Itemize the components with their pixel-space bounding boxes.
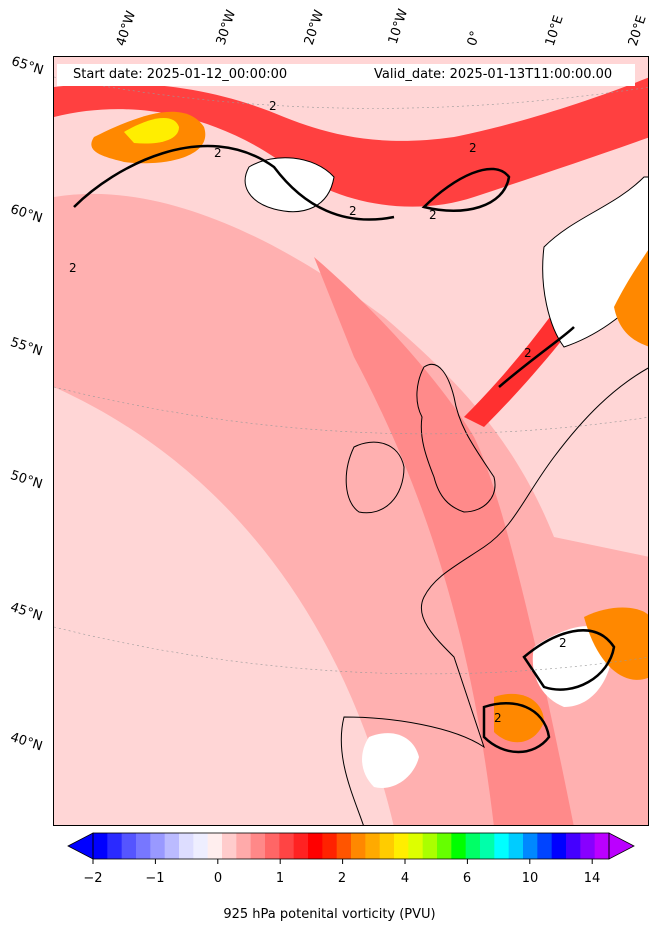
colorbar-title: 925 hPa potenital vorticity (PVU) <box>223 907 436 922</box>
colorbar-segment <box>308 833 323 859</box>
colorbar-segment <box>551 833 567 859</box>
pv-contour-med <box>482 702 551 754</box>
contour-label: 2 <box>469 141 477 155</box>
colorbar-segment <box>422 833 438 859</box>
graticule <box>54 626 648 675</box>
pv-band-strong <box>314 257 574 825</box>
iberia-plateau <box>362 733 419 788</box>
colorbar-segment <box>193 833 209 859</box>
colorbar-segment <box>566 833 581 859</box>
colorbar-segments <box>93 833 610 859</box>
colorbar-segment <box>351 833 366 859</box>
colorbar-segment <box>480 833 495 859</box>
colorbar-segment <box>265 833 280 859</box>
pv-contour-norway <box>498 326 575 388</box>
colorbar-tick-label: −2 <box>83 871 103 886</box>
colorbar-segment <box>494 833 510 859</box>
pv-hotspot-balkans <box>584 607 648 680</box>
colorbar-segment <box>121 833 137 859</box>
graticule <box>54 386 648 435</box>
ireland-coast <box>345 441 405 514</box>
colorbar-segment <box>250 833 266 859</box>
colorbar-segment <box>508 833 524 859</box>
colorbar-tick-label: 4 <box>400 871 410 886</box>
colorbar-segment <box>236 833 252 859</box>
colorbar-segment <box>322 833 338 859</box>
colorbar-segment <box>537 833 553 859</box>
colorbar-segment <box>394 833 409 859</box>
colorbar-segment <box>222 833 237 859</box>
colorbar-segment <box>293 833 309 859</box>
start-date-label: Start date: 2025-01-12_00:00:00 <box>73 67 288 82</box>
contour-label: 2 <box>69 261 77 275</box>
contour-label: 2 <box>559 636 567 650</box>
colorbar-segment <box>207 833 223 859</box>
map-panel: 2 2 2 2 2 2 2 2 2 <box>53 56 649 826</box>
alps-region <box>532 626 614 707</box>
contour-label: 2 <box>349 204 357 218</box>
contour-label: 2 <box>494 711 502 725</box>
colorbar-tick-label: 10 <box>521 871 539 886</box>
colorbar-segment <box>594 833 610 859</box>
pv-hotspot-norway <box>614 250 648 347</box>
colorbar-tick-label: −1 <box>145 871 165 886</box>
colorbar-tick-label: 6 <box>462 871 472 886</box>
colorbar-segment <box>93 833 108 859</box>
colorbar-max-arrow <box>608 832 635 860</box>
continental-coast <box>340 367 648 825</box>
contour-label: 2 <box>429 208 437 222</box>
colorbar-segment <box>451 833 467 859</box>
contour-label: 2 <box>269 99 277 113</box>
pv-hotspot-med <box>494 693 544 743</box>
colorbar-ticks <box>92 859 593 864</box>
contour-label: 2 <box>524 346 532 360</box>
colorbar-segment <box>580 833 596 859</box>
pv-field: 2 2 2 2 2 2 2 2 2 <box>54 57 648 825</box>
colorbar-frame <box>92 832 610 860</box>
colorbar-segment <box>523 833 538 859</box>
colorbar-tick-label: 14 <box>583 871 601 886</box>
great-britain-coast <box>416 364 496 513</box>
graticule <box>54 76 648 109</box>
colorbar-min-arrow <box>67 832 94 860</box>
pv-contour-north <box>73 144 395 221</box>
colorbar-segment <box>107 833 123 859</box>
colorbar-segment <box>136 833 151 859</box>
contour-label: 2 <box>214 146 222 160</box>
colorbar-tick-label: 2 <box>337 871 347 886</box>
colorbar-segment <box>179 833 194 859</box>
pv-contour-east <box>421 167 511 212</box>
colorbar-segment <box>150 833 166 859</box>
colorbar-segment <box>279 833 295 859</box>
valid-date-label: Valid_date: 2025-01-13T11:00:00.00 <box>374 67 613 82</box>
colorbar-segment <box>465 833 481 859</box>
colorbar-segment <box>437 833 452 859</box>
colorbar-segment <box>408 833 424 859</box>
pv-core-west <box>124 117 179 144</box>
date-bar <box>57 64 635 86</box>
colorbar-tick-label: 0 <box>213 871 223 886</box>
colorbar-segment <box>379 833 395 859</box>
colorbar-segment <box>365 833 381 859</box>
colorbar-segment <box>164 833 180 859</box>
colorbar-segment <box>336 833 352 859</box>
pv-northern-arc <box>54 77 648 207</box>
colorbar-tick-label: 1 <box>275 871 285 886</box>
pv-contour-alps <box>522 629 616 691</box>
